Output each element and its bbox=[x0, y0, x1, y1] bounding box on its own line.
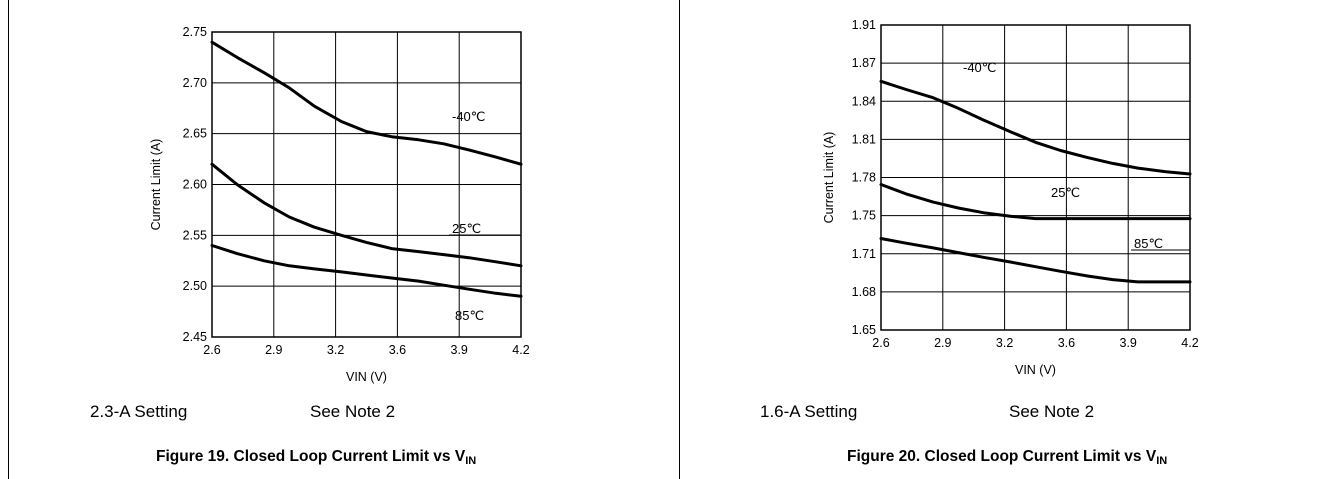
note-label: See Note 2 bbox=[310, 402, 396, 421]
caption-text: Figure 20. Closed Loop Current Limit vs … bbox=[847, 448, 1157, 465]
series-line bbox=[210, 244, 523, 298]
x-tick-label: 3.2 bbox=[327, 343, 344, 357]
caption-subscript: IN bbox=[465, 455, 477, 467]
series-label: 25℃ bbox=[452, 221, 481, 236]
x-axis-label: VIN (V) bbox=[346, 370, 387, 384]
series-label: 25℃ bbox=[1051, 185, 1080, 200]
plot-frame bbox=[880, 24, 1191, 331]
x-tick-label: 2.6 bbox=[203, 343, 220, 357]
y-tick-label: 2.60 bbox=[183, 178, 207, 192]
y-tick-label: 1.65 bbox=[852, 323, 876, 337]
series-line bbox=[879, 79, 1192, 176]
y-tick-label: 2.70 bbox=[183, 76, 207, 90]
y-tick-label: 1.75 bbox=[852, 209, 876, 223]
x-tick-label: 2.9 bbox=[934, 336, 951, 350]
y-tick-label: 2.75 bbox=[183, 25, 207, 39]
panel-divider bbox=[679, 0, 680, 479]
y-axis-label: Current Limit (A) bbox=[149, 139, 163, 231]
x-tick-label: 3.2 bbox=[996, 336, 1013, 350]
series-line bbox=[210, 162, 523, 268]
series-label: 85℃ bbox=[1134, 236, 1163, 251]
x-tick-label: 4.2 bbox=[512, 343, 529, 357]
x-axis-label: VIN (V) bbox=[1015, 363, 1056, 377]
plot-frame bbox=[211, 31, 522, 338]
y-tick-label: 2.45 bbox=[183, 330, 207, 344]
figure-20-panel: 2.6 2.9 3.2 3.6 3.9 4.2 1.65 1.68 1.71 1.75 1.78 1.… bbox=[673, 0, 1343, 479]
figure-caption: Figure 20. Closed Loop Current Limit vs … bbox=[847, 448, 1167, 467]
y-tick-label: 2.55 bbox=[183, 228, 207, 242]
y-tick-label: 1.81 bbox=[852, 132, 876, 146]
y-tick-label: 1.78 bbox=[852, 171, 876, 185]
x-tick-label: 3.9 bbox=[1120, 336, 1137, 350]
setting-label: 1.6-A Setting bbox=[760, 402, 858, 421]
setting-label: 2.3-A Setting bbox=[90, 402, 188, 421]
note-label: See Note 2 bbox=[1009, 402, 1095, 421]
y-tick-label: 1.68 bbox=[852, 285, 876, 299]
figure-19-chart: 2.6 2.9 3.2 3.6 3.9 4.2 2.45 2.50 2.55 2.60 2.65 2.… bbox=[149, 25, 530, 384]
x-tick-label: 2.9 bbox=[265, 343, 282, 357]
y-tick-label: 1.87 bbox=[852, 56, 876, 70]
series-label: -40℃ bbox=[963, 60, 996, 75]
y-tick-label: 1.71 bbox=[852, 247, 876, 261]
series-line bbox=[879, 237, 1192, 284]
x-tick-label: 3.6 bbox=[389, 343, 406, 357]
series-label: 85℃ bbox=[455, 308, 484, 323]
series-line bbox=[879, 183, 1192, 221]
x-tick-label: 3.6 bbox=[1058, 336, 1075, 350]
figure-caption: Figure 19. Closed Loop Current Limit vs … bbox=[156, 448, 476, 467]
y-tick-label: 1.91 bbox=[852, 18, 876, 32]
page-left-rule bbox=[8, 0, 9, 479]
series-label: -40℃ bbox=[452, 109, 485, 124]
figure-19-panel: 2.6 2.9 3.2 3.6 3.9 4.2 2.45 2.50 2.55 2.60 2.65 2.… bbox=[0, 0, 670, 479]
series-line bbox=[210, 40, 523, 166]
caption-text: Figure 19. Closed Loop Current Limit vs … bbox=[156, 448, 466, 465]
y-tick-label: 2.50 bbox=[183, 279, 207, 293]
x-tick-label: 2.6 bbox=[872, 336, 889, 350]
y-axis-label: Current Limit (A) bbox=[822, 132, 836, 224]
y-tick-label: 1.84 bbox=[852, 94, 876, 108]
figure-20-chart: 2.6 2.9 3.2 3.6 3.9 4.2 1.65 1.68 1.71 1.75 1.78 1.… bbox=[822, 18, 1199, 377]
caption-subscript: IN bbox=[1156, 455, 1168, 467]
x-tick-label: 4.2 bbox=[1181, 336, 1198, 350]
y-tick-label: 2.65 bbox=[183, 127, 207, 141]
x-tick-label: 3.9 bbox=[451, 343, 468, 357]
